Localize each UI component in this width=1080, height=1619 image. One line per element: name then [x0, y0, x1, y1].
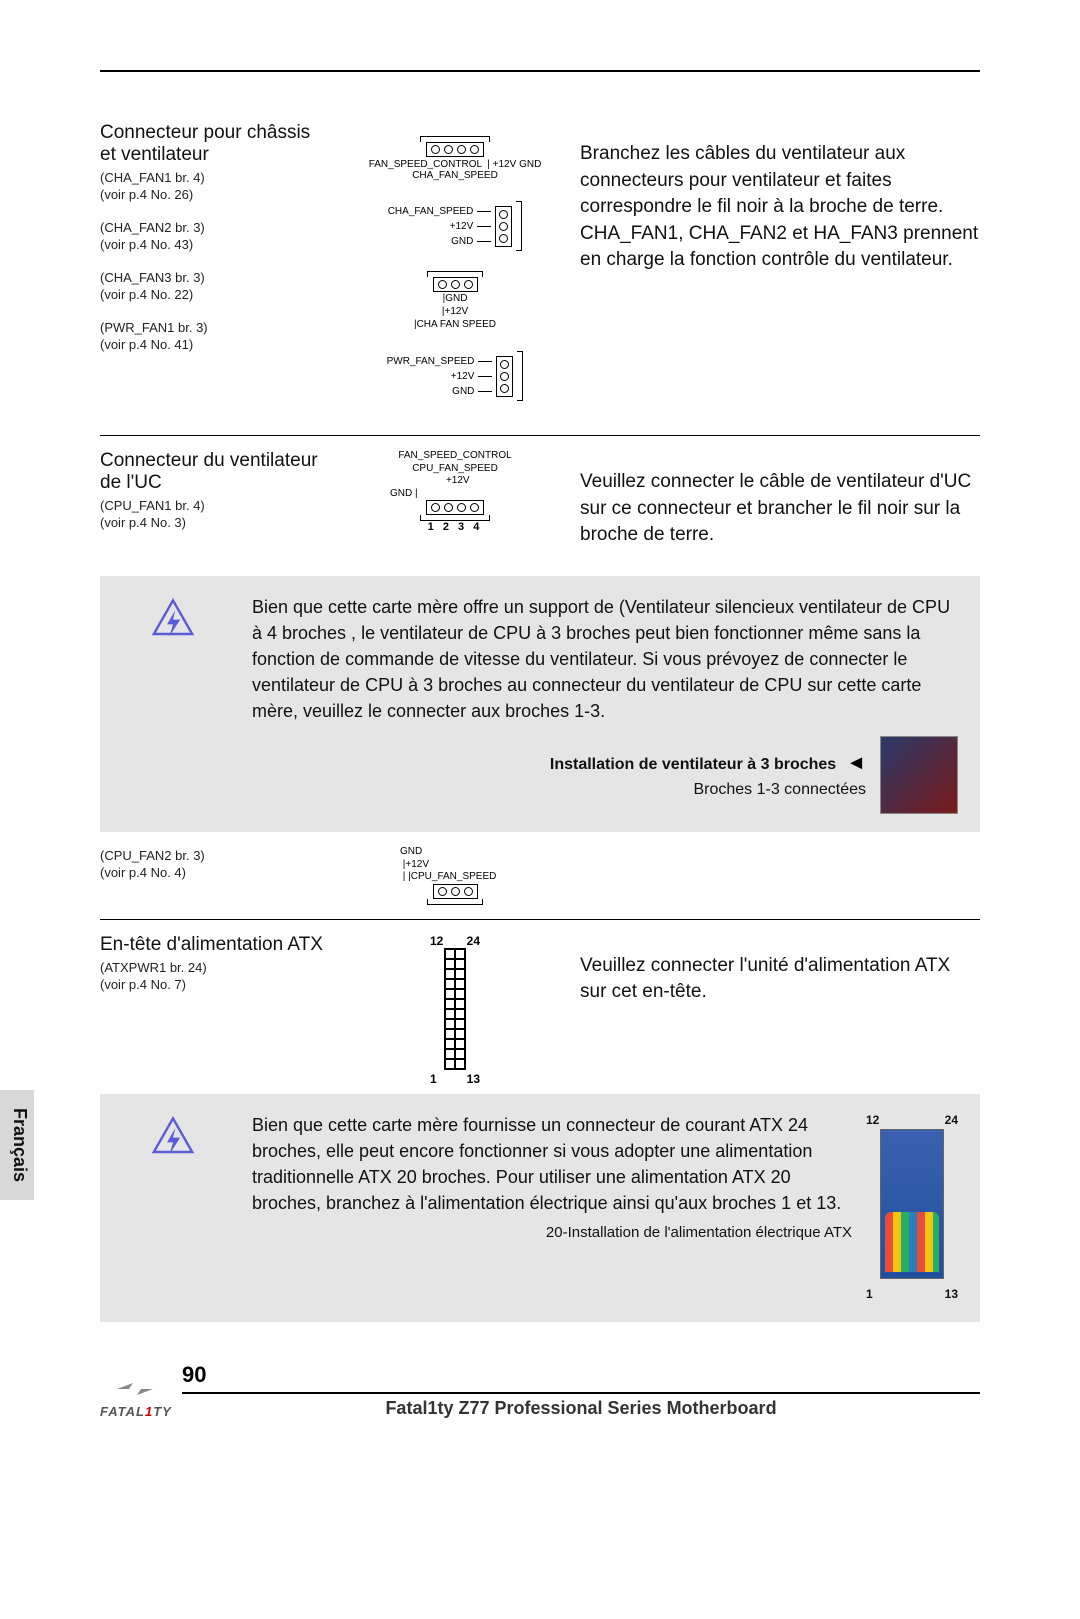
atx-label-13: 13: [467, 1072, 480, 1086]
diag2-gnd: GND: [451, 234, 473, 249]
cpu-diag-pin-nums: 1 2 3 4: [340, 521, 570, 533]
cpu-diag-cpu-fan-speed: CPU_FAN_SPEED: [340, 463, 570, 476]
diag4-12v: +12V: [451, 369, 475, 384]
diag3-gnd: GND: [445, 293, 467, 304]
note2-thumb-13: 13: [945, 1286, 958, 1303]
lightning-icon: [118, 594, 228, 814]
cpu2-diag-12v: +12V: [405, 859, 429, 870]
diag4-pwr-fan-speed: PWR_FAN_SPEED: [387, 354, 475, 369]
diag1-fan-speed-control: FAN_SPEED_CONTROL: [369, 159, 482, 170]
page-number: 90: [182, 1362, 206, 1387]
cha-fan1-name: (CHA_FAN1 br. 4): [100, 170, 330, 185]
diag1-12v: +12V: [493, 159, 517, 170]
section3-title: En-tête d'alimentation ATX: [100, 934, 330, 956]
section-chassis-fan: Connecteur pour châssis et ventilateur (…: [100, 122, 980, 436]
note-cpu-fan-3pin: Bien que cette carte mère offre un suppo…: [100, 576, 980, 832]
atx-install-thumbnail: [880, 1129, 944, 1279]
diag4-gnd: GND: [452, 384, 474, 399]
cpu-fan2-diagram: GND |+12V | |CPU_FAN_SPEED: [340, 846, 570, 905]
cpu-diag-gnd: GND: [390, 488, 412, 499]
cpu-fan2-name: (CPU_FAN2 br. 3): [100, 848, 330, 863]
atxpwr1-name: (ATXPWR1 br. 24): [100, 960, 330, 975]
cpu2-diag-cpu-fan-speed: CPU_FAN_SPEED: [411, 871, 497, 882]
lightning-icon: [118, 1112, 228, 1304]
section1-title: Connecteur pour châssis et ventilateur: [100, 122, 330, 166]
cha-fan1-ref: (voir p.4 No. 26): [100, 187, 330, 202]
cha-fan2-name: (CHA_FAN2 br. 3): [100, 220, 330, 235]
wing-icon: [115, 1379, 155, 1399]
section3-desc: Veuillez connecter l'unité d'alimentatio…: [580, 953, 980, 1006]
cpu-diag-fan-speed-control: FAN_SPEED_CONTROL: [340, 450, 570, 463]
cpu-fan2-ref: (voir p.4 No. 4): [100, 865, 330, 880]
cpu-fan1-name: (CPU_FAN1 br. 4): [100, 498, 330, 513]
cha-fan3-ref: (voir p.4 No. 22): [100, 287, 330, 302]
atxpwr1-ref: (voir p.4 No. 7): [100, 977, 330, 992]
page-footer: FATAL1TY 90 Fatal1ty Z77 Professional Se…: [100, 1362, 980, 1419]
cha-fan2-diagram: CHA_FAN_SPEED +12V GND: [340, 201, 570, 251]
cha-fan2-ref: (voir p.4 No. 43): [100, 237, 330, 252]
note1-text: Bien que cette carte mère offre un suppo…: [252, 597, 950, 721]
atx-label-12: 12: [430, 934, 443, 948]
diag1-cha-fan-speed: CHA_FAN_SPEED: [340, 170, 570, 181]
section1-desc: Branchez les câbles du ventilateur aux c…: [580, 141, 980, 274]
section-atx-power: En-tête d'alimentation ATX (ATXPWR1 br. …: [100, 934, 980, 1086]
language-tab: Français: [0, 1090, 34, 1200]
atx-label-1: 1: [430, 1072, 437, 1086]
diag2-cha-fan-speed: CHA_FAN_SPEED: [388, 204, 474, 219]
atx-label-24: 24: [467, 934, 480, 948]
pwr-fan1-diagram: PWR_FAN_SPEED +12V GND: [340, 351, 570, 401]
cha-fan3-name: (CHA_FAN3 br. 3): [100, 270, 330, 285]
pwr-fan1-ref: (voir p.4 No. 41): [100, 337, 330, 352]
note2-thumb-24: 24: [945, 1112, 958, 1129]
note1-caption-sub: Broches 1-3 connectées: [693, 781, 866, 798]
note2-thumb-12: 12: [866, 1112, 879, 1129]
cpu2-diag-gnd: GND: [400, 846, 422, 857]
footer-title: Fatal1ty Z77 Professional Series Motherb…: [182, 1398, 980, 1419]
cpu-diag-12v: +12V: [446, 475, 470, 486]
fatal1ty-logo: FATAL1TY: [100, 1404, 170, 1419]
note1-caption-bold: Installation de ventilateur à 3 broches: [550, 756, 836, 773]
cpu-fan1-ref: (voir p.4 No. 3): [100, 515, 330, 530]
diag1-gnd: GND: [519, 159, 541, 170]
diag2-12v: +12V: [450, 219, 474, 234]
footer-rule: [182, 1392, 980, 1394]
pwr-fan1-name: (PWR_FAN1 br. 3): [100, 320, 330, 335]
top-rule: [100, 70, 980, 72]
section-cpu-fan2: (CPU_FAN2 br. 3) (voir p.4 No. 4) GND |+…: [100, 846, 980, 920]
arrow-left-icon: ◄: [841, 752, 866, 774]
note2-text: Bien que cette carte mère fournisse un c…: [252, 1115, 841, 1213]
cha-fan3-diagram: |GND |+12V |CHA FAN SPEED: [340, 271, 570, 331]
atx-24pin-diagram: 12 24: [430, 934, 480, 1086]
note-atx-20pin: Bien que cette carte mère fournisse un c…: [100, 1094, 980, 1322]
cha-fan1-diagram: FAN_SPEED_CONTROL | +12V GND CHA_FAN_SPE…: [340, 136, 570, 181]
section2-title: Connecteur du ventilateur de l'UC: [100, 450, 330, 494]
note2-caption: 20-Installation de l'alimentation électr…: [252, 1222, 852, 1244]
cpu-fan1-diagram: FAN_SPEED_CONTROL CPU_FAN_SPEED +12V GND…: [340, 450, 570, 533]
section-cpu-fan: Connecteur du ventilateur de l'UC (CPU_F…: [100, 450, 980, 568]
section2-desc: Veuillez connecter le câble de ventilate…: [580, 469, 980, 549]
diag3-cha-fan-speed: CHA FAN SPEED: [417, 319, 496, 330]
diag3-12v: +12V: [444, 306, 468, 317]
fan-install-thumbnail: [880, 736, 958, 814]
note2-thumb-1: 1: [866, 1286, 873, 1303]
